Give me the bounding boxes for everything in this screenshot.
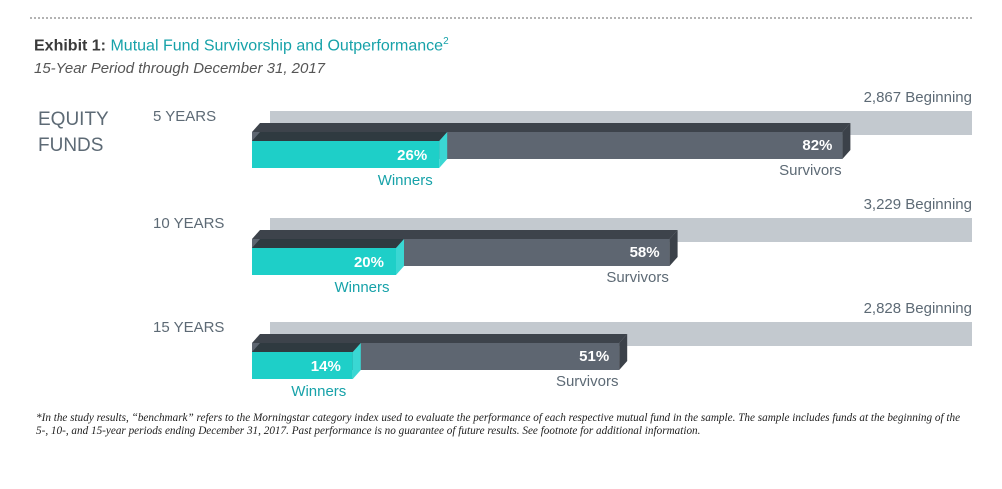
period-label: 15 YEARS <box>153 319 224 336</box>
winners-bar-side <box>439 132 448 168</box>
title-text: Mutual Fund Survivorship and Outperforma… <box>110 37 444 55</box>
survivors-value: 51% <box>579 348 609 365</box>
survivors-bar-top <box>252 123 851 132</box>
beginning-label: 2,828 Beginning <box>864 300 972 317</box>
survivors-bar-side <box>619 334 628 370</box>
survivors-bar-top <box>252 230 678 239</box>
winners-value: 14% <box>311 358 341 375</box>
winners-bar-top <box>252 343 361 352</box>
dotted-rule <box>30 17 972 19</box>
winners-bar <box>252 141 440 168</box>
winners-caption: Winners <box>378 172 433 189</box>
beginning-label: 3,229 Beginning <box>864 196 972 213</box>
survivors-bar-side <box>842 123 851 159</box>
winners-bar-side <box>396 239 404 275</box>
exhibit-title: Exhibit 1: Mutual Fund Survivorship and … <box>34 36 449 55</box>
exhibit-label: Exhibit 1: <box>34 37 107 55</box>
title-footnote-ref: 2 <box>443 36 449 47</box>
footnote: *In the study results, “benchmark” refer… <box>36 412 961 437</box>
survivors-value: 58% <box>630 244 660 261</box>
winners-bar-top <box>252 132 448 141</box>
winners-bar <box>252 248 396 275</box>
winners-caption: Winners <box>291 383 346 400</box>
survivors-caption: Survivors <box>606 269 669 286</box>
survivors-caption: Survivors <box>556 373 619 390</box>
winners-value: 26% <box>397 147 427 164</box>
winners-bar-top <box>252 239 404 248</box>
survivors-bar-top <box>252 334 628 343</box>
winners-bar <box>252 352 353 379</box>
winners-caption: Winners <box>334 279 389 296</box>
winners-value: 20% <box>354 254 384 271</box>
winners-bar-side <box>352 343 361 379</box>
category-label: EQUITY FUNDS <box>38 109 109 156</box>
survivors-value: 82% <box>802 137 832 154</box>
period-label: 5 YEARS <box>153 108 216 125</box>
exhibit-subtitle: 15-Year Period through December 31, 2017 <box>34 60 326 77</box>
survivors-bar-side <box>669 230 678 266</box>
beginning-label: 2,867 Beginning <box>864 89 972 106</box>
period-label: 10 YEARS <box>153 215 224 232</box>
survivors-caption: Survivors <box>779 162 842 179</box>
survivorship-chart: 5 YEARS 2,867 Beginning 82% Survivors 26% Win… <box>153 89 972 400</box>
